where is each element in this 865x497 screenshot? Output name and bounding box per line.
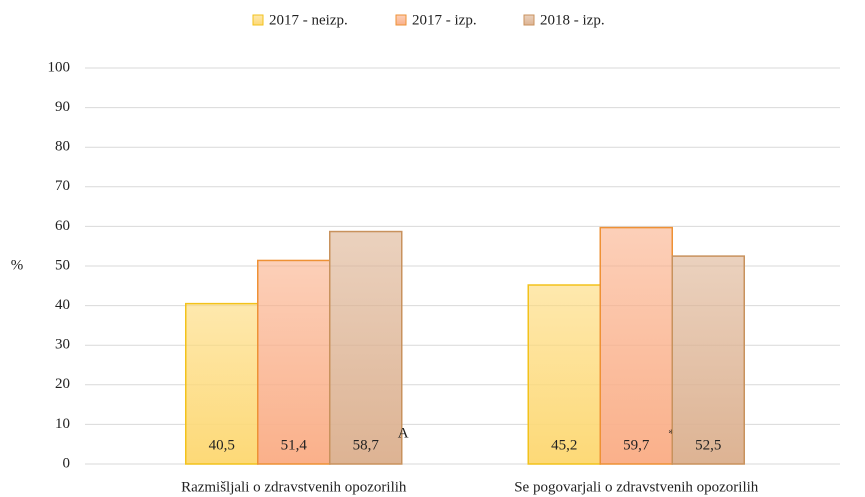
bar: [257, 259, 331, 465]
y-tick-label: 10: [55, 416, 70, 432]
y-tick-label: 90: [55, 99, 70, 115]
bar: [329, 230, 403, 465]
legend-swatch: [252, 14, 264, 26]
y-tick-label: 30: [55, 337, 70, 353]
bar: [185, 302, 259, 465]
value-label: 52,5: [695, 437, 721, 453]
legend-label: 2017 - neizp.: [269, 12, 348, 28]
y-tick-label: 70: [55, 178, 70, 194]
legend-label: 2017 - izp.: [412, 12, 477, 28]
y-tick-label: 60: [55, 218, 70, 234]
legend-swatch: [523, 14, 535, 26]
bar: [671, 255, 745, 465]
bar: [527, 284, 601, 465]
annotation: *: [668, 426, 674, 440]
value-label: 59,7: [623, 437, 650, 453]
y-tick-label: 0: [63, 455, 71, 471]
bar: [599, 226, 673, 465]
annotation: A: [398, 425, 409, 441]
y-tick-label: 100: [48, 59, 71, 75]
x-tick-label: Razmišljali o zdravstvenih opozorilih: [181, 479, 407, 495]
value-label: 58,7: [353, 437, 380, 453]
x-tick-label: Se pogovarjali o zdravstvenih opozorilih: [514, 479, 759, 495]
y-tick-label: 40: [55, 297, 70, 313]
y-tick-label: 50: [55, 257, 70, 273]
y-axis-label: %: [11, 257, 24, 273]
legend-swatch: [395, 14, 407, 26]
value-label: 40,5: [209, 437, 235, 453]
y-tick-label: 20: [55, 376, 70, 392]
legend-label: 2018 - izp.: [540, 12, 605, 28]
value-label: 51,4: [281, 437, 308, 453]
y-tick-label: 80: [55, 139, 70, 155]
value-label: 45,2: [551, 437, 577, 453]
